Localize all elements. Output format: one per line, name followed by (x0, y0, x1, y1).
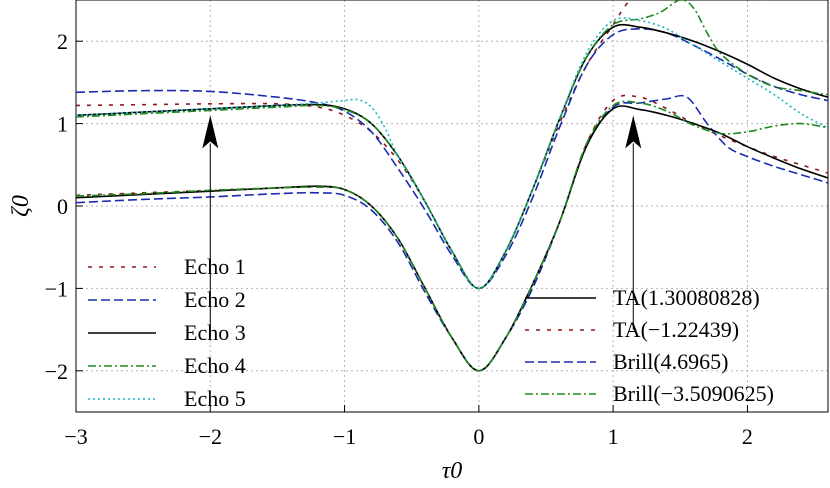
y-tick-label: −2 (45, 359, 68, 384)
legend-label: Echo 5 (184, 386, 246, 411)
legend-left: Echo 1 Echo 2 Echo 3 Echo 4 Echo 5 (88, 254, 246, 411)
legend-label: Echo 1 (184, 254, 246, 279)
annotation-arrow-head-2 (625, 115, 642, 149)
legend-label: Brill(−3.5090625) (613, 381, 774, 406)
x-tick-label: −3 (64, 424, 87, 449)
legend-label: Echo 4 (184, 353, 246, 378)
legend-label: Brill(4.6965) (613, 349, 729, 374)
series-line-upper-2 (76, 28, 828, 290)
legend-label: Echo 2 (184, 287, 246, 312)
x-tick-label: 2 (742, 424, 753, 449)
legend-right: TA(1.30080828) TA(−1.22439) Brill(4.6965) B… (525, 285, 774, 406)
y-tick-label: −1 (45, 276, 68, 301)
annotations (202, 115, 642, 338)
x-tick-label: −1 (333, 424, 356, 449)
x-tick-label: 1 (608, 424, 619, 449)
series-line-lower-9 (76, 100, 828, 372)
legend-label: TA(1.30080828) (613, 285, 760, 310)
grid (75, 0, 828, 412)
x-axis-label: τ0 (442, 458, 463, 484)
y-tick-label: 1 (57, 112, 68, 137)
y-tick-label: 0 (57, 194, 68, 219)
legend-label: Echo 3 (184, 320, 246, 345)
series-line-lower-7 (76, 94, 828, 372)
curves (76, 0, 828, 372)
x-tick-label: −2 (199, 424, 222, 449)
series-line-upper-1 (76, 0, 761, 290)
y-axis-label: ζ0 (8, 195, 34, 217)
legend-label: TA(−1.22439) (613, 317, 739, 342)
series-line-upper-4 (76, 0, 828, 290)
series-line-upper-3 (76, 23, 828, 290)
series-line-upper-5 (76, 17, 828, 290)
annotation-arrow-head-1 (202, 115, 219, 149)
x-tick-label: 0 (473, 424, 484, 449)
ticks: −3 −2 −1 0 1 2 −2 −1 0 1 2 (45, 29, 753, 449)
y-tick-label: 2 (57, 29, 68, 54)
